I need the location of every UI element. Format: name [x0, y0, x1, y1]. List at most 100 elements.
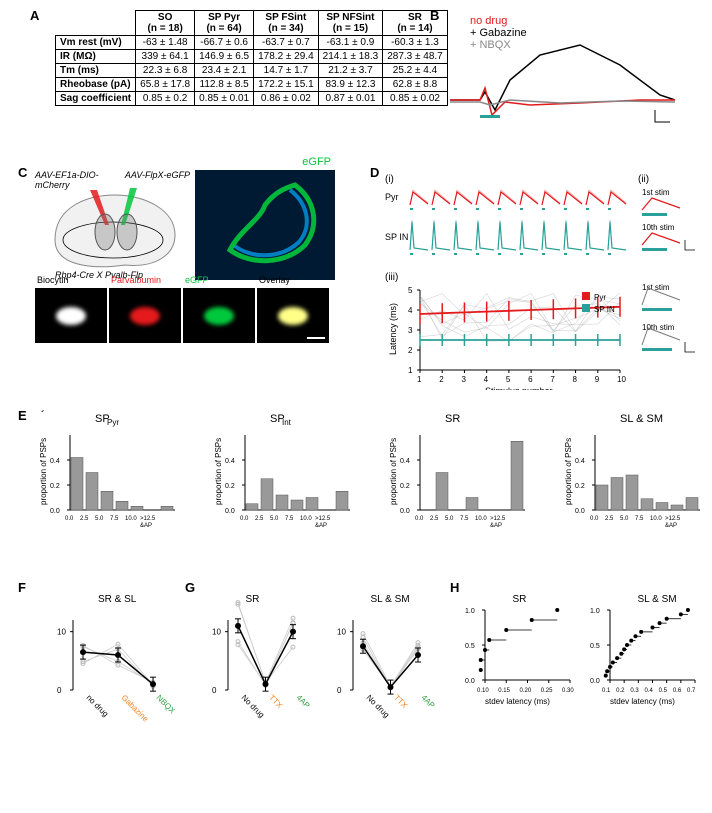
svg-text:10.0: 10.0 [300, 516, 312, 522]
svg-text:SR & SL: SR & SL [98, 594, 137, 605]
confocal-svg [195, 170, 335, 280]
svg-text:4AP: 4AP [295, 693, 312, 710]
svg-text:0.2: 0.2 [50, 483, 60, 490]
micro-label: Parvalbumin [111, 275, 161, 285]
svg-text:>12.5: >12.5 [315, 516, 331, 522]
panel-b-svg: no drug+ Gabazine+ NBQX [440, 10, 680, 130]
svg-text:1.0: 1.0 [590, 608, 600, 615]
svg-text:10: 10 [617, 375, 626, 384]
svg-text:Int: Int [210, 410, 221, 412]
svg-text:SR: SR [513, 594, 527, 605]
svg-text:2: 2 [439, 375, 444, 384]
svg-text:proportion of PSPs: proportion of PSPs [564, 438, 573, 505]
histogram: SPIntInt0.00.20.40.02.55.07.510.0>12.5&A… [210, 410, 360, 533]
table-cell: Vm rest (mV) [56, 36, 136, 50]
svg-text:proportion of PSPs: proportion of PSPs [389, 438, 398, 505]
svg-text:0.2: 0.2 [575, 483, 585, 490]
panel-b: no drug+ Gabazine+ NBQX [440, 10, 680, 130]
micro-image: Parvalbumin [109, 288, 181, 343]
panel-e: SPPyrPyr0.00.20.40.02.55.07.510.0>12.5&A… [35, 410, 685, 533]
svg-text:SL & SM: SL & SM [620, 413, 663, 425]
svg-text:5: 5 [506, 375, 511, 384]
brain-schematic: AAV-EF1a-DIO- mCherry AAV-FlpX-eGFP Rbp4… [35, 170, 190, 280]
svg-text:0.3: 0.3 [630, 688, 639, 694]
svg-text:Latency (ms): Latency (ms) [388, 303, 398, 355]
micro-label: Overlay [259, 275, 290, 285]
panel-f: SR & SL010no drugGabazineNBQX [45, 590, 175, 733]
svg-text:0.0: 0.0 [465, 678, 475, 685]
panel-d: (i)(ii)PyrSP IN1st stim10th stim(iii)123… [380, 170, 700, 393]
table-cell: IR (MΩ) [56, 50, 136, 64]
histogram: SL & SM0.00.20.40.02.55.07.510.0>12.5&AP… [560, 410, 710, 533]
svg-text:+ Gabazine: + Gabazine [470, 27, 527, 39]
svg-text:0.2: 0.2 [400, 483, 410, 490]
label-h: H [450, 580, 459, 595]
table-header: SP NFSint(n = 15) [318, 11, 383, 36]
svg-text:10.0: 10.0 [650, 516, 662, 522]
svg-text:0.0: 0.0 [590, 678, 600, 685]
svg-text:Gabazine: Gabazine [120, 693, 151, 724]
table-header: SO(n = 18) [136, 11, 195, 36]
svg-text:(i): (i) [385, 174, 394, 185]
svg-text:0.0: 0.0 [415, 516, 424, 522]
cond-plot: SL & SM010No drugTTX4AP [325, 590, 440, 730]
table-cell: Rheobase (pA) [56, 78, 136, 92]
svg-text:0.10: 0.10 [477, 688, 489, 694]
table-cell: -60.3 ± 1.3 [383, 36, 448, 50]
svg-text:>12.5: >12.5 [665, 516, 681, 522]
svg-text:&AP: &AP [140, 523, 152, 529]
egfp-label: eGFP [302, 156, 331, 168]
svg-text:3: 3 [408, 326, 413, 335]
svg-text:0.5: 0.5 [590, 643, 600, 650]
table-cell: 0.85 ± 0.2 [136, 92, 195, 106]
svg-text:7.5: 7.5 [110, 516, 119, 522]
svg-text:10.0: 10.0 [475, 516, 487, 522]
svg-text:0.15: 0.15 [498, 688, 510, 694]
histogram: SPPyrPyr0.00.20.40.02.55.07.510.0>12.5&A… [35, 410, 185, 533]
svg-text:0.5: 0.5 [465, 643, 475, 650]
svg-text:5.0: 5.0 [620, 516, 629, 522]
label-d: D [370, 165, 379, 180]
svg-text:(ii): (ii) [638, 174, 649, 185]
cdf-plot: SR0.00.51.00.100.150.200.250.30stdev lat… [460, 590, 575, 710]
micro-label: eGFP [185, 275, 209, 285]
svg-text:2.5: 2.5 [80, 516, 89, 522]
svg-text:4: 4 [484, 375, 489, 384]
svg-text:9: 9 [595, 375, 600, 384]
table-cell: -63.1 ± 0.9 [318, 36, 383, 50]
label-e: E [18, 408, 27, 423]
svg-text:>12.5: >12.5 [140, 516, 156, 522]
table-cell: 0.85 ± 0.02 [383, 92, 448, 106]
label-g: G [185, 580, 195, 595]
svg-text:proportion of PSPs: proportion of PSPs [214, 438, 223, 505]
svg-text:Pyr: Pyr [385, 192, 399, 202]
svg-text:No drug: No drug [365, 693, 391, 719]
svg-text:1: 1 [417, 375, 422, 384]
svg-text:0.4: 0.4 [645, 688, 654, 694]
svg-text:0.2: 0.2 [616, 688, 625, 694]
svg-text:stdev latency (ms): stdev latency (ms) [610, 697, 675, 706]
svg-text:2: 2 [408, 346, 413, 355]
svg-text:0.0: 0.0 [240, 516, 249, 522]
panel-f-svg: SR & SL010no drugGabazineNBQX [45, 590, 175, 730]
panel-d-svg: (i)(ii)PyrSP IN1st stim10th stim(iii)123… [380, 170, 700, 390]
svg-text:1: 1 [408, 366, 413, 375]
svg-text:0.4: 0.4 [225, 458, 235, 465]
svg-text:2.5: 2.5 [605, 516, 614, 522]
svg-text:0.20: 0.20 [520, 688, 532, 694]
table-cell: -66.7 ± 0.6 [195, 36, 254, 50]
histogram: SR0.00.20.40.02.55.07.510.0>12.5&APampli… [385, 410, 535, 533]
table-cell: 287.3 ± 48.7 [383, 50, 448, 64]
table-cell: 0.87 ± 0.01 [318, 92, 383, 106]
svg-text:SP IN: SP IN [594, 305, 615, 314]
table-cell: 22.3 ± 6.8 [136, 64, 195, 78]
svg-text:NBQX: NBQX [155, 693, 175, 716]
svg-text:SL & SM: SL & SM [638, 594, 677, 605]
svg-text:2.5: 2.5 [430, 516, 439, 522]
table-cell: 112.8 ± 8.5 [195, 78, 254, 92]
table-cell: 0.86 ± 0.02 [254, 92, 319, 106]
svg-text:0.2: 0.2 [225, 483, 235, 490]
svg-text:Pyr: Pyr [594, 293, 606, 302]
table-cell: 14.7 ± 1.7 [254, 64, 319, 78]
svg-text:Pyr: Pyr [107, 418, 119, 427]
